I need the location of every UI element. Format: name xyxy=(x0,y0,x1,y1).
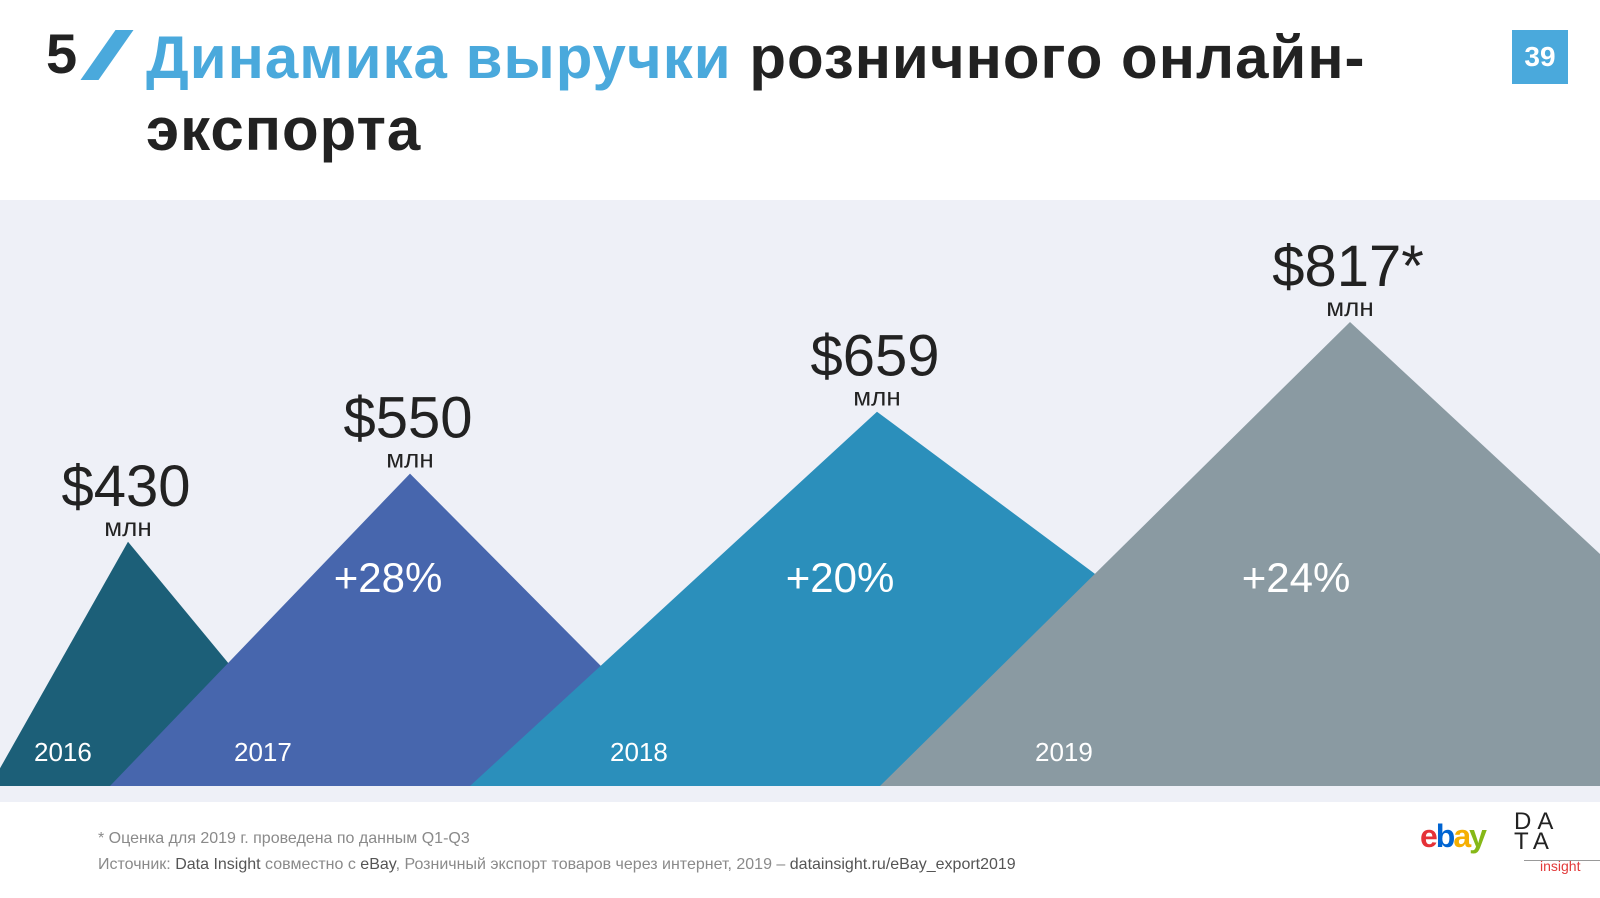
unit-label: млн xyxy=(853,382,900,412)
ebay-letter: y xyxy=(1469,818,1487,854)
value-label: $430 xyxy=(61,454,190,519)
section-slash-icon xyxy=(80,30,134,80)
source-rest: , Розничный экспорт товаров через интерн… xyxy=(395,856,790,873)
source-org: Data Insight xyxy=(175,856,261,873)
page-number-badge: 39 xyxy=(1512,30,1568,84)
title-accent: Динамика выручки xyxy=(146,24,732,91)
title-rest: розничного онлайн-экспорта xyxy=(146,24,1366,163)
mountain-chart-svg: $430млн2016$550млн2017+28%$659млн2018+20… xyxy=(0,234,1600,786)
datainsight-logo: DA TA insight xyxy=(1514,808,1600,892)
datainsight-line2: TA xyxy=(1514,828,1555,855)
datainsight-sub: insight xyxy=(1540,858,1581,874)
slide-title: Динамика выручки розничного онлайн-экспо… xyxy=(146,22,1426,166)
unit-label: млн xyxy=(104,512,151,542)
slide-header: 5 Динамика выручки розничного онлайн-экс… xyxy=(0,0,1600,200)
year-label: 2017 xyxy=(234,737,292,767)
revenue-chart: $430 млн 2016 $550 млн 2017 +28% $659 млн 2018 +20… xyxy=(0,200,1600,802)
value-label: $550 xyxy=(343,386,472,451)
mountain-2019 xyxy=(880,321,1600,786)
source-prefix: Источник: xyxy=(98,856,176,873)
ebay-letter: b xyxy=(1435,818,1455,854)
growth-label: +24% xyxy=(1242,554,1351,601)
value-label: $659 xyxy=(810,324,939,389)
unit-label: млн xyxy=(1326,292,1373,322)
ebay-letter: e xyxy=(1420,818,1438,854)
datainsight-line1: DA xyxy=(1514,808,1560,835)
growth-label: +20% xyxy=(786,554,895,601)
slide-footer: * Оценка для 2019 г. проведена по данным… xyxy=(0,802,1600,898)
year-label: 2019 xyxy=(1035,737,1093,767)
growth-label: +28% xyxy=(334,554,443,601)
year-label: 2018 xyxy=(610,737,668,767)
estimate-note: * Оценка для 2019 г. проведена по данным… xyxy=(98,830,470,847)
source-mid: совместно с xyxy=(260,856,361,873)
section-number: 5 xyxy=(46,22,78,85)
source-link[interactable]: datainsight.ru/eBay_export2019 xyxy=(789,856,1016,873)
ebay-logo: ebay xyxy=(1420,818,1487,855)
source-partner: eBay xyxy=(360,856,396,873)
year-label: 2016 xyxy=(34,737,92,767)
ebay-letter: a xyxy=(1453,818,1471,854)
datainsight-rule xyxy=(1524,860,1600,861)
source-line: Источник: Data Insight совместно с eBay,… xyxy=(98,856,1016,874)
value-label: $817* xyxy=(1272,234,1424,299)
unit-label: млн xyxy=(386,444,433,474)
